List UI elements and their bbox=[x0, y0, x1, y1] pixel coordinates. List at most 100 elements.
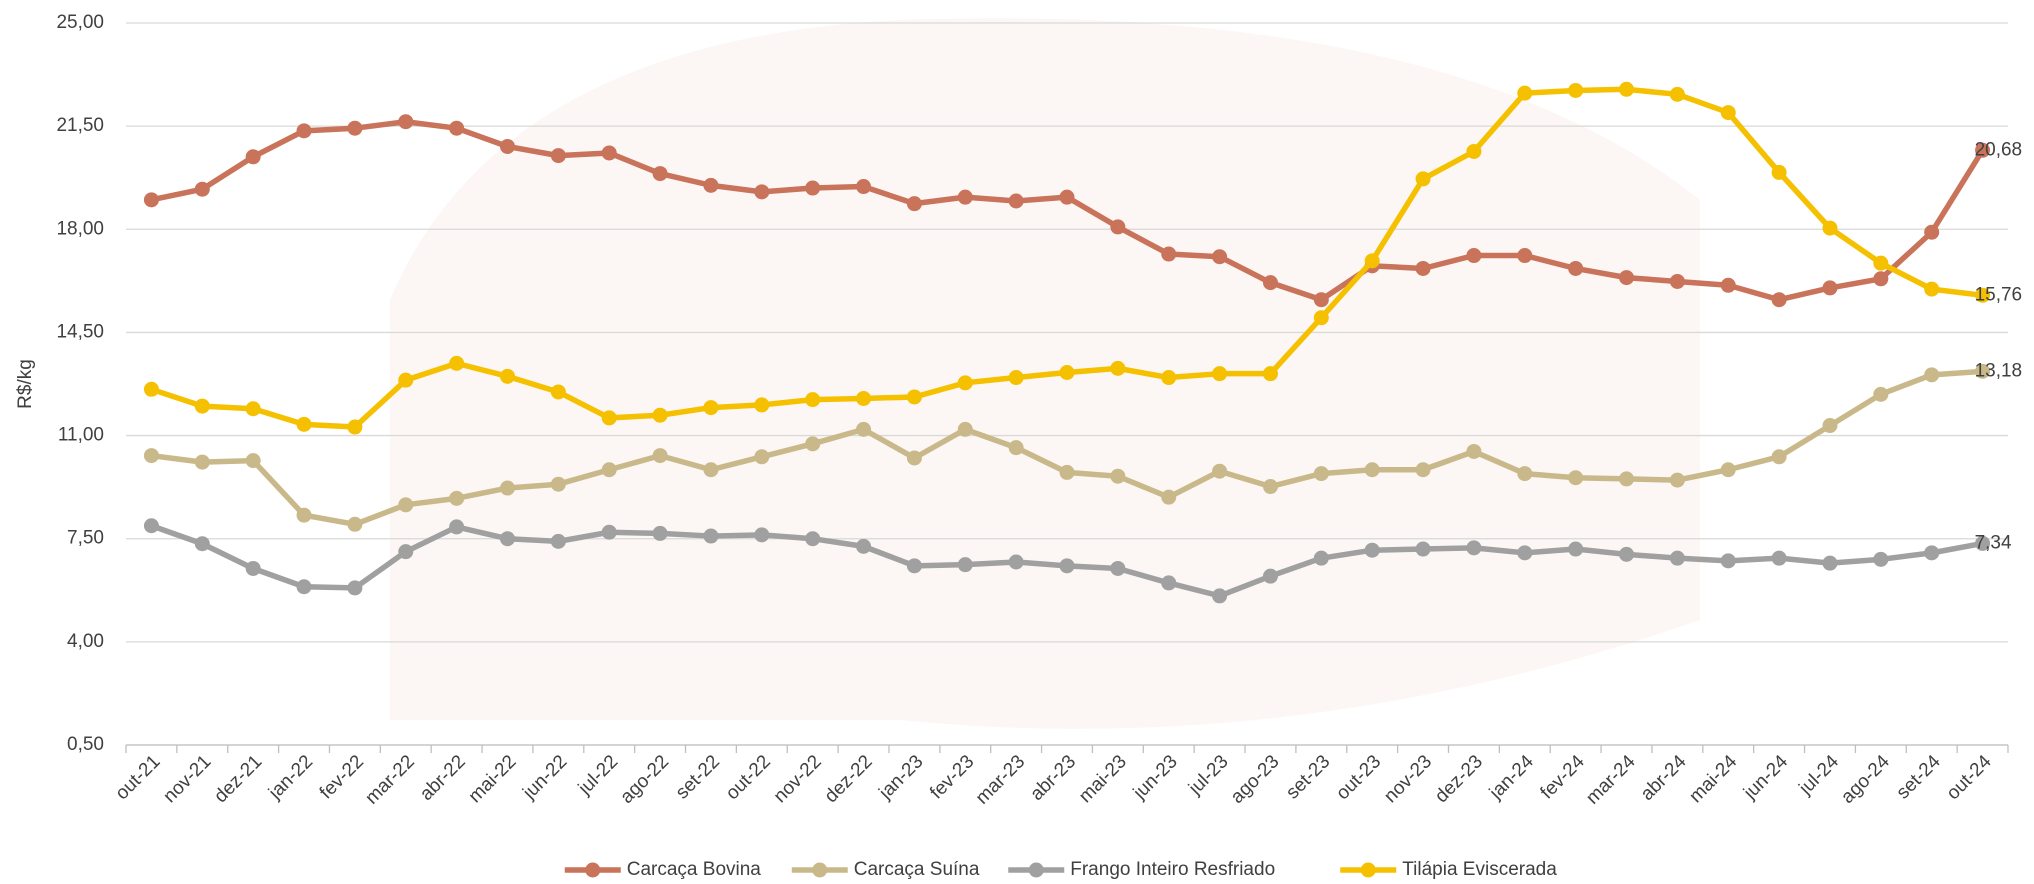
data-point bbox=[297, 417, 312, 432]
data-point bbox=[805, 531, 820, 546]
data-point bbox=[1721, 105, 1736, 120]
data-point bbox=[398, 373, 413, 388]
data-point bbox=[805, 392, 820, 407]
data-point bbox=[1873, 552, 1888, 567]
data-point bbox=[754, 397, 769, 412]
data-point bbox=[246, 561, 261, 576]
data-point bbox=[958, 422, 973, 437]
y-tick-label: 21,50 bbox=[56, 115, 104, 136]
x-tick-label: fev-24 bbox=[1537, 751, 1589, 803]
data-point bbox=[347, 580, 362, 595]
x-tick-label: jun-23 bbox=[1129, 751, 1182, 804]
data-point bbox=[1212, 249, 1227, 264]
data-point bbox=[1619, 547, 1634, 562]
x-tick-label: dez-21 bbox=[210, 751, 266, 807]
x-tick-label: ago-22 bbox=[616, 751, 673, 808]
data-point bbox=[602, 145, 617, 160]
legend-marker bbox=[585, 863, 600, 878]
data-point bbox=[805, 181, 820, 196]
x-tick-label: abr-23 bbox=[1026, 751, 1080, 805]
data-point bbox=[1161, 575, 1176, 590]
data-point bbox=[1263, 569, 1278, 584]
data-point bbox=[246, 149, 261, 164]
data-point bbox=[449, 121, 464, 136]
data-point bbox=[907, 389, 922, 404]
data-point bbox=[1263, 275, 1278, 290]
data-point bbox=[1924, 282, 1939, 297]
data-point bbox=[1772, 449, 1787, 464]
data-point bbox=[1873, 256, 1888, 271]
data-point bbox=[246, 401, 261, 416]
data-point bbox=[1263, 479, 1278, 494]
x-tick-label: abr-22 bbox=[416, 751, 470, 805]
y-tick-label: 18,00 bbox=[56, 218, 104, 239]
x-tick-label: jul-22 bbox=[574, 751, 622, 799]
x-tick-label: mar-23 bbox=[972, 751, 1029, 808]
legend-label: Carcaça Suína bbox=[854, 859, 980, 880]
x-tick-label: ago-23 bbox=[1227, 751, 1284, 808]
x-tick-label: out-21 bbox=[112, 751, 165, 804]
data-point bbox=[1822, 221, 1837, 236]
data-point bbox=[1517, 545, 1532, 560]
data-point bbox=[703, 529, 718, 544]
data-point bbox=[1822, 280, 1837, 295]
data-point bbox=[1416, 462, 1431, 477]
data-point bbox=[1619, 471, 1634, 486]
data-point bbox=[551, 477, 566, 492]
data-point bbox=[1721, 462, 1736, 477]
data-point bbox=[144, 192, 159, 207]
data-point bbox=[449, 491, 464, 506]
data-point bbox=[1161, 490, 1176, 505]
data-point bbox=[1619, 270, 1634, 285]
data-point bbox=[195, 399, 210, 414]
data-point bbox=[398, 544, 413, 559]
data-point bbox=[449, 356, 464, 371]
data-point bbox=[500, 531, 515, 546]
data-point bbox=[1924, 225, 1939, 240]
data-point bbox=[1365, 253, 1380, 268]
data-point bbox=[1924, 367, 1939, 382]
data-point bbox=[1466, 144, 1481, 159]
x-tick-label: jan-24 bbox=[1485, 751, 1538, 804]
data-point bbox=[1110, 219, 1125, 234]
legend-marker bbox=[1029, 863, 1044, 878]
data-point bbox=[1110, 561, 1125, 576]
data-point bbox=[1466, 248, 1481, 263]
data-point bbox=[1060, 190, 1075, 205]
data-point bbox=[907, 196, 922, 211]
data-point bbox=[246, 453, 261, 468]
data-point bbox=[1873, 387, 1888, 402]
data-point bbox=[1060, 558, 1075, 573]
y-tick-label: 14,50 bbox=[56, 321, 104, 342]
data-point bbox=[195, 536, 210, 551]
data-point bbox=[1670, 274, 1685, 289]
data-point bbox=[1822, 556, 1837, 571]
data-point bbox=[1517, 86, 1532, 101]
data-point bbox=[297, 579, 312, 594]
data-point bbox=[1568, 83, 1583, 98]
chart: R$/kg 0,504,007,5011,0014,5018,0021,5025… bbox=[0, 0, 2034, 884]
x-tick-label: jul-24 bbox=[1795, 751, 1844, 800]
data-point bbox=[653, 408, 668, 423]
x-tick-label: set-24 bbox=[1893, 751, 1945, 803]
x-tick-label: mar-22 bbox=[361, 751, 418, 808]
x-tick-label: fev-22 bbox=[316, 751, 368, 803]
data-point bbox=[1009, 440, 1024, 455]
data-point bbox=[144, 448, 159, 463]
x-tick-label: mai-22 bbox=[465, 751, 521, 807]
x-tick-label: jun-24 bbox=[1739, 751, 1792, 804]
y-tick-label: 11,00 bbox=[58, 425, 104, 446]
data-point bbox=[907, 450, 922, 465]
data-point bbox=[958, 375, 973, 390]
data-point bbox=[703, 400, 718, 415]
data-point bbox=[1670, 551, 1685, 566]
x-tick-label: nov-21 bbox=[159, 751, 215, 807]
data-point bbox=[1110, 469, 1125, 484]
y-tick-label: 0,50 bbox=[67, 734, 104, 755]
y-axis-label: R$/kg bbox=[15, 359, 36, 409]
data-point bbox=[1517, 248, 1532, 263]
data-point bbox=[805, 436, 820, 451]
data-point bbox=[1416, 171, 1431, 186]
data-point bbox=[653, 448, 668, 463]
legend-label: Carcaça Bovina bbox=[627, 859, 762, 880]
